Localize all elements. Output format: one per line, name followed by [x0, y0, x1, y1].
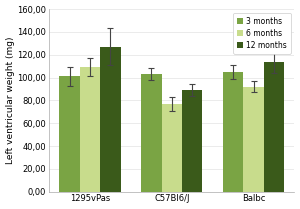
Bar — [182, 90, 202, 192]
Bar — [162, 104, 182, 192]
Bar — [243, 87, 264, 192]
Bar — [141, 74, 162, 192]
Bar — [59, 76, 80, 192]
Bar — [223, 72, 243, 192]
Y-axis label: Left ventricular weight (mg): Left ventricular weight (mg) — [6, 37, 15, 164]
Bar — [100, 47, 121, 192]
Legend: 3 months, 6 months, 12 months: 3 months, 6 months, 12 months — [233, 13, 291, 54]
Bar — [80, 67, 100, 192]
Bar — [264, 62, 284, 192]
